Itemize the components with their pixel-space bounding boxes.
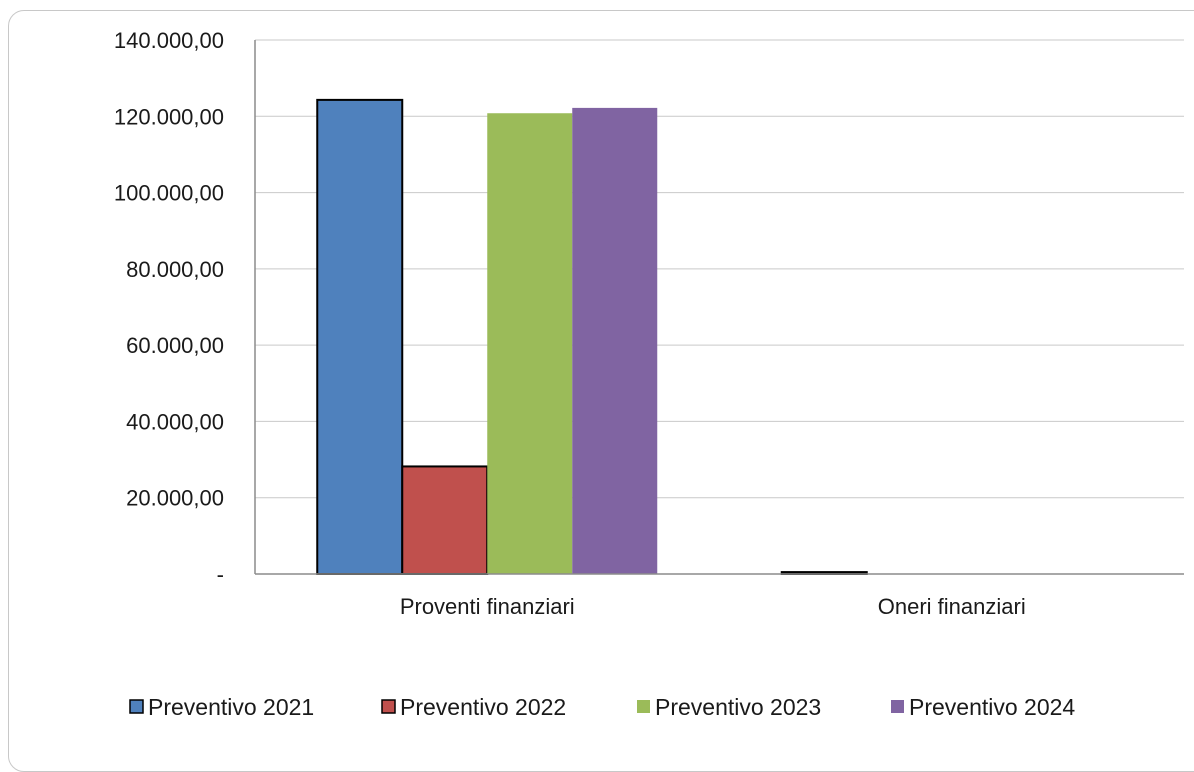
bars [316,98,868,576]
bar-preventivo-2021-0 [316,98,404,576]
x-category-label: Oneri finanziari [878,594,1026,619]
y-tick-label: - [217,562,224,587]
y-tick-label: 20.000,00 [126,486,224,511]
legend-swatch [129,699,144,714]
x-category-label: Proventi finanziari [400,594,575,619]
bar-preventivo-2023-0 [487,113,573,574]
y-axis-tick-labels: - 20.000,00 40.000,00 60.000,00 80.000,00 100… [114,28,224,587]
legend-swatch [381,699,396,714]
legend-label: Preventivo 2021 [148,694,314,720]
axes [254,40,1184,575]
y-tick-label: 120.000,00 [114,104,224,129]
bar-chart: - 20.000,00 40.000,00 60.000,00 80.000,00 100… [114,28,1184,720]
y-tick-label: 40.000,00 [126,409,224,434]
y-tick-label: 80.000,00 [126,257,224,282]
bar-preventivo-2024-0 [572,107,658,574]
legend-label: Preventivo 2024 [909,694,1075,720]
y-tick-label: 140.000,00 [114,28,224,53]
y-tick-label: 100.000,00 [114,181,224,206]
legend: Preventivo 2021 Preventivo 2022 Preventivo… [129,694,1075,720]
legend-swatch [891,700,904,713]
legend-label: Preventivo 2022 [400,694,566,720]
bar-preventivo-2022-0 [401,465,489,575]
legend-label: Preventivo 2023 [655,694,821,720]
x-axis-category-labels: Proventi finanziari Oneri finanziari [400,594,1026,619]
legend-swatch [637,700,650,713]
y-tick-label: 60.000,00 [126,333,224,358]
